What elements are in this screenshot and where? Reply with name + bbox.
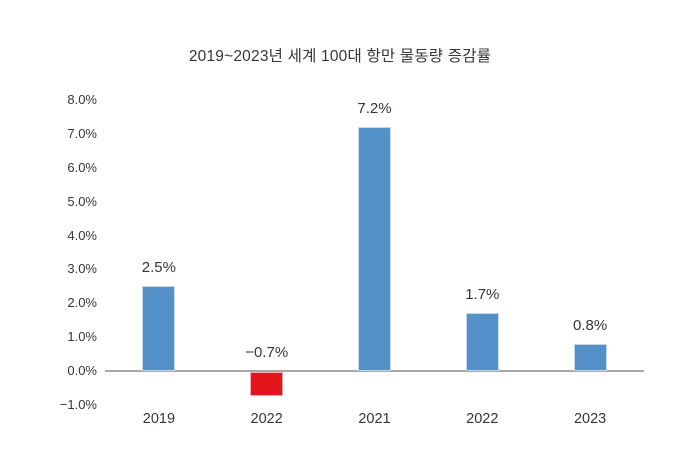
bar-2022-3	[465, 313, 499, 371]
y-axis-tick-label: 2.0%	[67, 295, 97, 311]
y-axis-tick-label: 4.0%	[67, 227, 97, 243]
bar-value-label: 1.7%	[465, 286, 500, 304]
bar-2022-1	[250, 372, 284, 396]
y-axis-tick-label: 7.0%	[67, 125, 97, 141]
x-axis-zero-line	[105, 370, 644, 372]
bar-value-label: 7.2%	[357, 100, 392, 118]
x-axis-category-label: 2019	[142, 411, 176, 427]
x-axis-category-label: 2022	[250, 411, 283, 427]
bar-value-label: −0.7%	[245, 344, 289, 361]
y-axis-tick-label: 0.0%	[67, 363, 97, 378]
bar-value-label: 2.5%	[141, 259, 176, 277]
x-axis-category-label: 2022	[466, 411, 499, 427]
bar-2021-2	[358, 127, 391, 371]
y-axis-tick-label: 1.0%	[67, 329, 97, 345]
y-axis-tick-label: −1.0%	[59, 396, 97, 412]
x-axis-category-label: 2021	[358, 411, 391, 427]
bar-2023-4	[573, 343, 607, 371]
x-axis-category-label: 2023	[573, 411, 607, 427]
y-axis-tick-label: 5.0%	[67, 193, 97, 209]
y-axis-tick-label: 6.0%	[67, 159, 97, 175]
y-axis-tick-label: 8.0%	[67, 92, 97, 107]
bar-2019-0	[142, 286, 176, 371]
chart-title: 2019~2023년 세계 100대 항만 물동량 증감률	[188, 48, 492, 65]
y-axis-tick-label: 3.0%	[67, 261, 97, 277]
bar-value-label: 0.8%	[572, 316, 608, 334]
